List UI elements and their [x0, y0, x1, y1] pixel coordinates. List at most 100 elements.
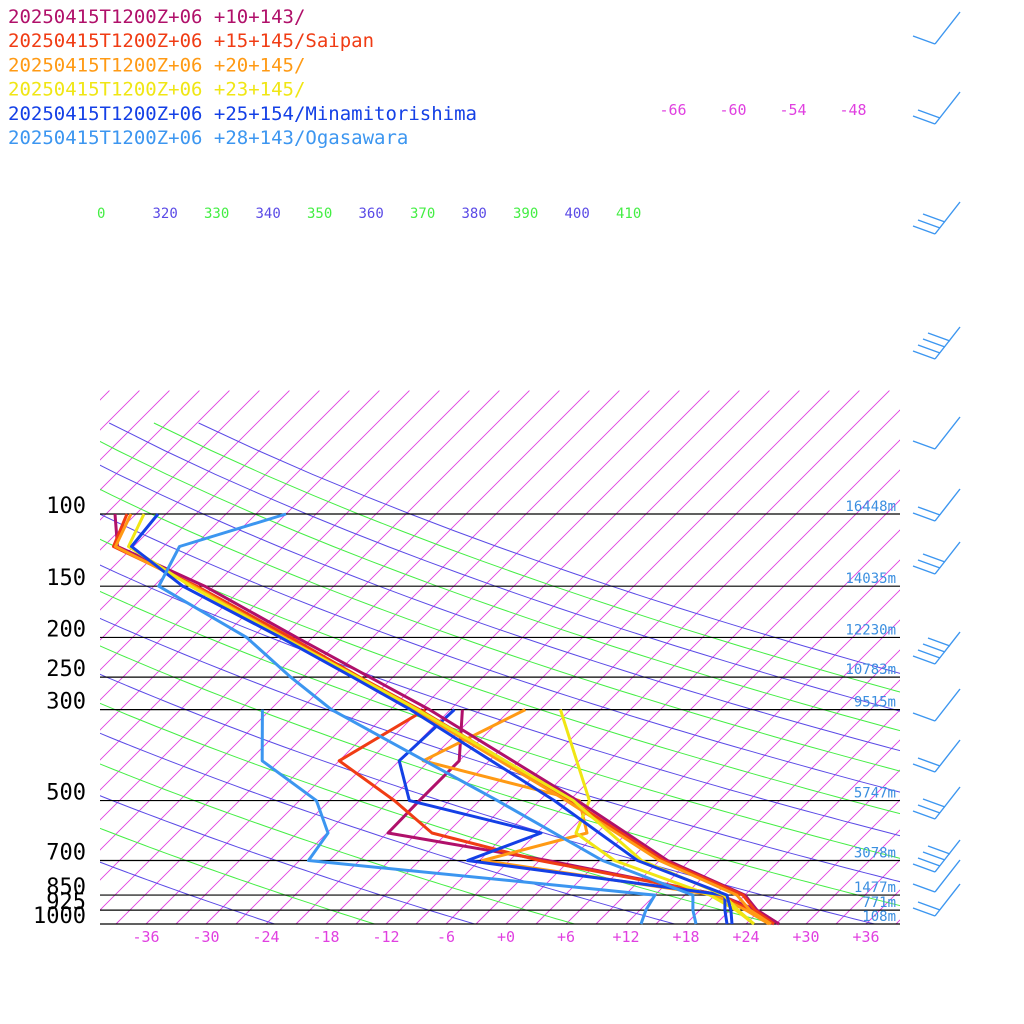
legend-entry: 20250415T1200Z+06 +28+143/Ogasawara [8, 127, 408, 149]
temperature-tick-label: +0 [497, 928, 515, 946]
pressure-label: 925 [46, 890, 86, 915]
dry-adiabat-line [100, 538, 900, 815]
axis-labels: 100 16448m 150 14035m 200 12230m 250 10783m 300 9… [33, 101, 896, 946]
wind-barb [912, 859, 961, 893]
dry-adiabat-line [100, 440, 900, 732]
isotherm-line [475, 499, 900, 925]
legend-entry: 20250415T1200Z+06 +20+145/ [8, 54, 305, 76]
theta-label: 320 [153, 206, 178, 222]
temperature-tick-label: +30 [792, 928, 819, 946]
isotherm-line [205, 390, 740, 925]
isotherm-line [100, 390, 410, 701]
wind-barb [912, 326, 961, 360]
temperature-profile-line [113, 513, 780, 926]
isotherm-line [595, 619, 900, 925]
wind-barb [912, 883, 961, 917]
pressure-label: 100 [46, 494, 86, 519]
isotherm-line [100, 390, 230, 521]
upper-temperature-label: -66 [659, 101, 686, 119]
dry-adiabat-line [100, 795, 475, 925]
isotherm-line [775, 799, 900, 925]
dewpoint-profile-line [397, 708, 729, 925]
temperature-tick-label: -24 [252, 928, 279, 946]
isotherm-line [715, 739, 900, 925]
dry-adiabat-line [100, 702, 775, 925]
isotherm-line [100, 390, 620, 911]
isotherm-line [100, 390, 560, 851]
dry-adiabat-line [100, 673, 875, 925]
temperature-tick-label: -36 [132, 928, 159, 946]
wind-barbs [912, 11, 961, 917]
isotherm-line [385, 409, 900, 925]
temperature-tick-label: -30 [192, 928, 219, 946]
sounding-profiles [112, 512, 780, 926]
dry-adiabat-line [100, 464, 900, 752]
height-label: 10783m [845, 662, 896, 678]
wind-barb [912, 839, 961, 873]
theta-label: 340 [256, 206, 281, 222]
isotherm-line [100, 390, 260, 551]
theta-label: 410 [616, 206, 641, 222]
isotherm-line [100, 390, 200, 491]
height-label: 108m [862, 909, 896, 925]
height-label: 3078m [854, 845, 896, 861]
temperature-tick-label: +36 [852, 928, 879, 946]
height-label: 9515m [854, 695, 896, 711]
dry-adiabat-line [100, 645, 900, 907]
temperature-tick-label: -18 [312, 928, 339, 946]
height-label: 1477m [854, 880, 896, 896]
temperature-tick-label: -6 [437, 928, 455, 946]
isotherm-line [145, 390, 680, 925]
isotherm-line [100, 390, 500, 791]
theta-label: 400 [565, 206, 590, 222]
wind-barb [912, 786, 961, 820]
height-label: 14035m [845, 571, 896, 587]
isotherm-line [295, 390, 830, 925]
isotherm-line [100, 390, 320, 611]
wind-barb [912, 631, 961, 665]
isotherm-line [325, 390, 860, 925]
dewpoint-profile-line [337, 708, 775, 926]
temperature-tick-label: +24 [732, 928, 759, 946]
temperature-tick-label: +12 [612, 928, 639, 946]
pressure-label: 700 [46, 840, 86, 865]
temperature-tick-label: -12 [372, 928, 399, 946]
isotherm-line [565, 589, 900, 925]
isotherm-line [175, 390, 710, 925]
upper-temperature-label: -48 [839, 101, 866, 119]
isotherm-line [805, 829, 900, 925]
temperature-profile-line [157, 512, 698, 925]
dewpoint-profile-line [421, 708, 770, 926]
isotherm-line [100, 390, 350, 641]
legend-entry: 20250415T1200Z+06 +23+145/ [8, 79, 305, 101]
pressure-label: 200 [46, 617, 86, 642]
dry-adiabat-line [100, 513, 900, 793]
isotherm-line [625, 649, 900, 925]
wind-barb [912, 488, 961, 522]
height-label: 5747m [854, 786, 896, 802]
isotherm-line [100, 390, 470, 761]
isotherm-line [100, 390, 440, 731]
theta-label: 390 [513, 206, 538, 222]
isotherm-line [685, 709, 900, 925]
isotherm-line [505, 529, 900, 925]
dry-adiabat-line [100, 861, 275, 925]
dewpoint-profile-line [260, 709, 657, 925]
dry-adiabat-line [100, 590, 900, 859]
isotherm-line [265, 390, 800, 925]
upper-temperature-label: -54 [779, 101, 806, 119]
pressure-label: 1000 [33, 904, 86, 929]
isotherm-line [415, 439, 900, 925]
wind-barb [912, 416, 961, 450]
pressure-label: 150 [46, 566, 86, 591]
isotherm-line [100, 390, 380, 671]
isotherm-line [100, 390, 290, 581]
upper-temperature-label: -60 [719, 101, 746, 119]
isotherm-line [745, 769, 900, 925]
legend-entry: 20250415T1200Z+06 +10+143/ [8, 6, 305, 28]
dry-adiabat-line [153, 422, 900, 693]
wind-barb [912, 739, 961, 773]
wind-barb [912, 91, 961, 125]
isotherm-line [100, 390, 530, 821]
